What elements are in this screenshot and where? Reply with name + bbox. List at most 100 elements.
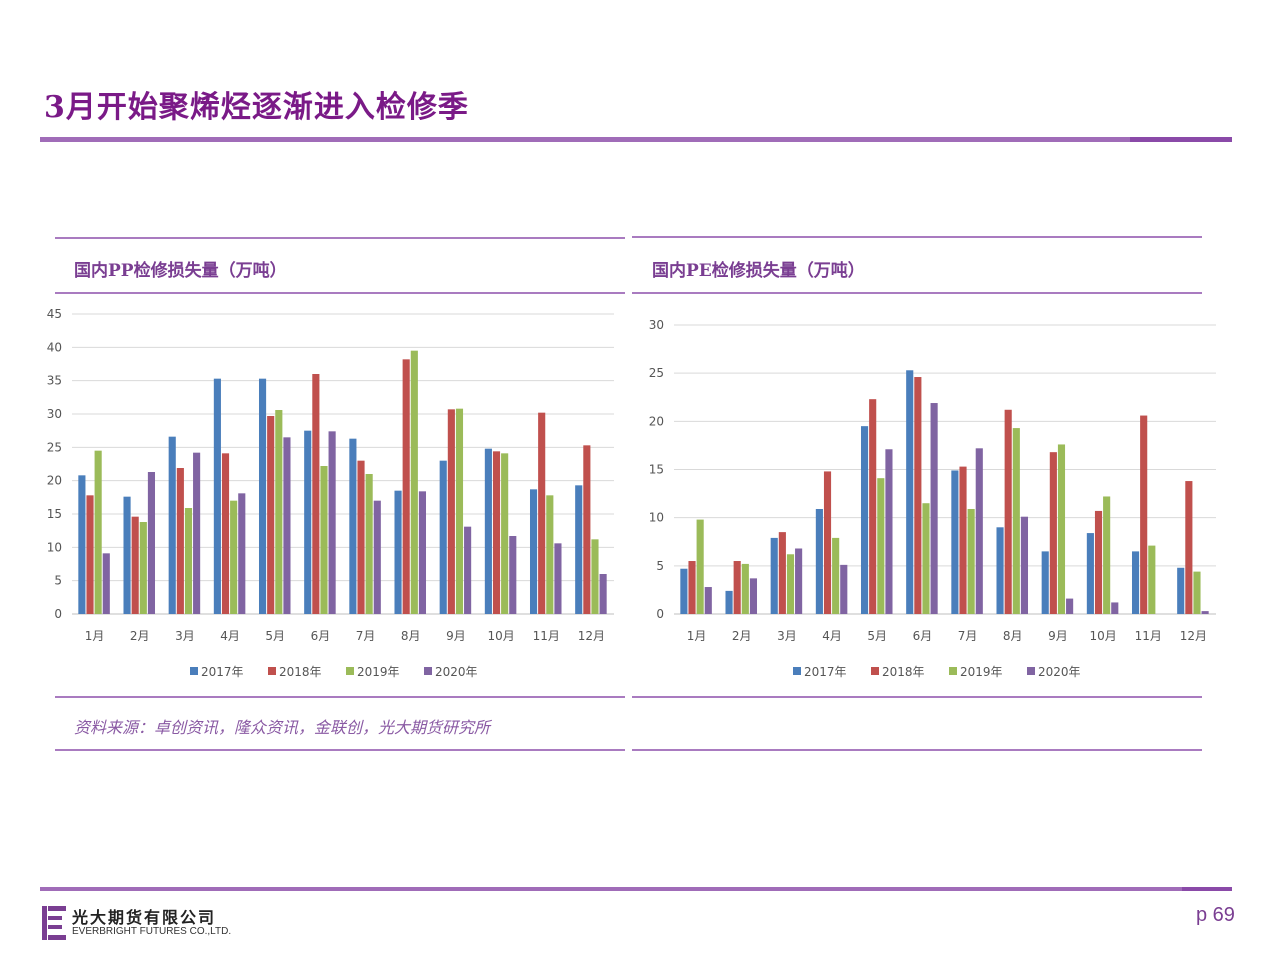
pe-bar-2019年-10月 <box>1103 496 1111 614</box>
pe-x-tick-label: 4月 <box>822 629 842 643</box>
pp-bar-2019年-10月 <box>501 453 509 614</box>
page-number: p 69 <box>1196 904 1235 926</box>
pe-bar-2019年-12月 <box>1193 571 1201 614</box>
title-rule-accent <box>1130 137 1232 142</box>
right-panel-top-rule <box>632 236 1202 238</box>
pe-x-tick-label: 8月 <box>1003 629 1023 643</box>
pp-bar-2020年-12月 <box>599 574 607 614</box>
right-panel-bottom-rule <box>632 696 1202 698</box>
pp-legend-label: 2018年 <box>279 665 322 679</box>
pp-bar-2020年-8月 <box>418 491 427 614</box>
pp-bar-2020年-9月 <box>464 526 472 614</box>
pe-bar-2018年-2月 <box>733 561 741 614</box>
pe-bar-2020年-7月 <box>975 448 983 614</box>
pp-x-tick-label: 10月 <box>487 629 514 643</box>
pe-bar-2019年-1月 <box>696 519 704 614</box>
pe-x-tick-label: 12月 <box>1180 629 1207 643</box>
pe-bar-2020年-2月 <box>749 578 758 614</box>
pp-y-tick-label: 45 <box>47 307 62 321</box>
pp-bar-2019年-11月 <box>546 495 554 614</box>
company-logo: 光大期货有限公司 EVERBRIGHT FUTURES CO.,LTD. <box>42 904 302 944</box>
pp-x-tick-label: 8月 <box>401 629 421 643</box>
pe-bar-2020年-5月 <box>885 449 893 614</box>
pe-legend-label: 2020年 <box>1038 665 1081 679</box>
pe-bar-2018年-5月 <box>869 399 877 614</box>
pp-bar-2017年-6月 <box>304 430 312 614</box>
everbright-logo-icon <box>42 906 66 940</box>
pp-bar-2019年-7月 <box>365 474 373 614</box>
pe-x-tick-label: 9月 <box>1048 629 1068 643</box>
pp-bar-2019年-12月 <box>591 539 599 614</box>
pe-bar-2019年-2月 <box>741 563 749 614</box>
pe-bar-2017年-4月 <box>815 508 823 614</box>
pp-bar-2018年-7月 <box>357 460 365 614</box>
pp-bar-2019年-8月 <box>410 350 418 614</box>
pe-bar-2017年-11月 <box>1131 551 1140 614</box>
title-rule <box>40 137 1232 142</box>
slide-title: 3月开始聚烯烃逐渐进入检修季 <box>44 90 469 125</box>
pp-bar-2020年-11月 <box>554 543 562 614</box>
pe-bar-2018年-8月 <box>1004 409 1012 614</box>
pe-x-tick-label: 7月 <box>958 629 978 643</box>
pp-bar-2017年-5月 <box>258 378 267 614</box>
pp-x-tick-label: 5月 <box>265 629 285 643</box>
pe-bar-2019年-6月 <box>922 503 930 614</box>
pp-bar-2019年-1月 <box>94 450 102 614</box>
pe-y-tick-label: 10 <box>649 511 664 525</box>
pp-x-tick-label: 7月 <box>356 629 376 643</box>
pp-bar-2019年-5月 <box>275 410 283 614</box>
pp-bar-2018年-5月 <box>267 416 275 614</box>
pp-legend-swatch <box>346 667 354 675</box>
pp-x-tick-label: 6月 <box>311 629 331 643</box>
pp-x-tick-label: 1月 <box>85 629 105 643</box>
pe-bar-2018年-11月 <box>1140 415 1148 614</box>
pe-bar-2018年-1月 <box>688 561 696 614</box>
pp-legend-label: 2019年 <box>357 665 400 679</box>
company-name-cn: 光大期货有限公司 <box>72 908 217 927</box>
footer-rule <box>40 887 1232 891</box>
pp-bar-2020年-10月 <box>509 536 517 614</box>
pp-bar-2017年-11月 <box>529 489 538 614</box>
pe-bar-2020年-1月 <box>704 587 712 614</box>
pp-bar-2019年-3月 <box>184 508 193 614</box>
pe-bar-2018年-4月 <box>823 471 832 614</box>
pe-x-tick-label: 5月 <box>867 629 887 643</box>
pe-bar-2019年-11月 <box>1148 545 1156 614</box>
footer-rule-accent <box>1182 887 1232 891</box>
left-panel-title-rule <box>55 292 625 294</box>
pp-bar-2018年-12月 <box>583 445 591 614</box>
pp-bar-2018年-8月 <box>402 359 410 614</box>
pp-x-tick-label: 9月 <box>446 629 466 643</box>
pe-bar-2017年-5月 <box>860 426 869 614</box>
pp-y-tick-label: 40 <box>47 340 62 354</box>
pe-bar-2018年-7月 <box>959 466 967 614</box>
pp-bar-2020年-7月 <box>373 500 381 614</box>
pp-x-tick-label: 3月 <box>175 629 195 643</box>
pp-legend-swatch <box>424 667 432 675</box>
pp-bar-2017年-7月 <box>349 438 357 614</box>
pp-x-tick-label: 4月 <box>220 629 240 643</box>
pe-legend-swatch <box>871 667 879 675</box>
pe-y-tick-label: 20 <box>649 414 664 428</box>
pe-bar-2017年-2月 <box>725 590 733 614</box>
pp-bar-2017年-10月 <box>484 448 492 614</box>
pp-bar-2019年-2月 <box>139 522 147 614</box>
pe-legend-swatch <box>1027 667 1035 675</box>
pp-y-tick-label: 10 <box>47 540 62 554</box>
pp-y-tick-label: 35 <box>47 374 62 388</box>
pe-x-tick-label: 1月 <box>687 629 707 643</box>
left-panel-source-rule <box>55 749 625 751</box>
pp-legend-label: 2017年 <box>201 665 244 679</box>
pp-bar-2020年-3月 <box>193 452 201 614</box>
pe-bar-2017年-1月 <box>680 568 688 614</box>
pe-y-tick-label: 15 <box>649 463 664 477</box>
pp-legend-label: 2020年 <box>435 665 478 679</box>
pp-x-tick-label: 12月 <box>578 629 605 643</box>
right-panel-title-rule <box>632 292 1202 294</box>
pp-bar-2018年-10月 <box>492 451 501 614</box>
pp-bar-2017年-12月 <box>575 485 583 614</box>
pe-bar-2017年-10月 <box>1086 533 1094 614</box>
pe-x-tick-label: 6月 <box>913 629 933 643</box>
